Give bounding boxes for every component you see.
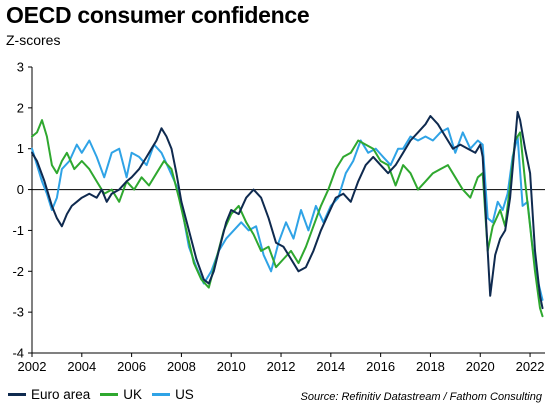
y-tick-label: 1: [17, 141, 24, 156]
legend-item-euro-area: Euro area: [8, 387, 90, 402]
x-tick-label: 2002: [18, 359, 47, 374]
chart-title: OECD consumer confidence: [6, 2, 310, 28]
axes: -4 -3 -2 -1 0 1 2 3 2002 2004 2006 2008 2010 2012 2014…: [12, 60, 545, 374]
y-tick-label: -2: [12, 264, 24, 279]
series-line-us: [31, 127, 544, 301]
source-note: Source: Refinitiv Datastream / Fathom Co…: [300, 391, 543, 403]
y-tick-label: -3: [12, 305, 24, 320]
x-tick-label: 2004: [67, 359, 96, 374]
x-tick-label: 2006: [117, 359, 146, 374]
legend-label-uk: UK: [123, 387, 143, 402]
legend-swatch-us: [152, 393, 171, 396]
legend-swatch-uk: [100, 393, 119, 396]
x-tick-label: 2018: [416, 359, 445, 374]
x-tick-label: 2016: [366, 359, 395, 374]
x-tick-label: 2020: [466, 359, 495, 374]
x-tick-label: 2022: [516, 359, 545, 374]
legend-swatch-euro-area: [8, 393, 26, 396]
legend-label-euro-area: Euro area: [31, 387, 91, 402]
y-tick-label: 0: [17, 182, 24, 197]
legend-item-uk: UK: [100, 387, 142, 402]
legend-item-us: US: [152, 387, 194, 402]
x-tick-label: 2010: [217, 359, 246, 374]
y-tick-label: 3: [17, 60, 24, 75]
y-tick-label: -4: [12, 346, 24, 361]
legend: Euro area UK US: [8, 387, 204, 402]
series-lines: [31, 110, 544, 318]
y-tick-label: -1: [12, 223, 24, 238]
chart-subtitle: Z-scores: [6, 32, 61, 48]
series-line-euro-area: [31, 110, 544, 310]
series-line-uk: [31, 119, 544, 318]
legend-label-us: US: [175, 387, 194, 402]
x-tick-label: 2008: [167, 359, 196, 374]
x-tick-label: 2012: [267, 359, 296, 374]
x-tick-label: 2014: [316, 359, 345, 374]
y-tick-label: 2: [17, 100, 24, 115]
